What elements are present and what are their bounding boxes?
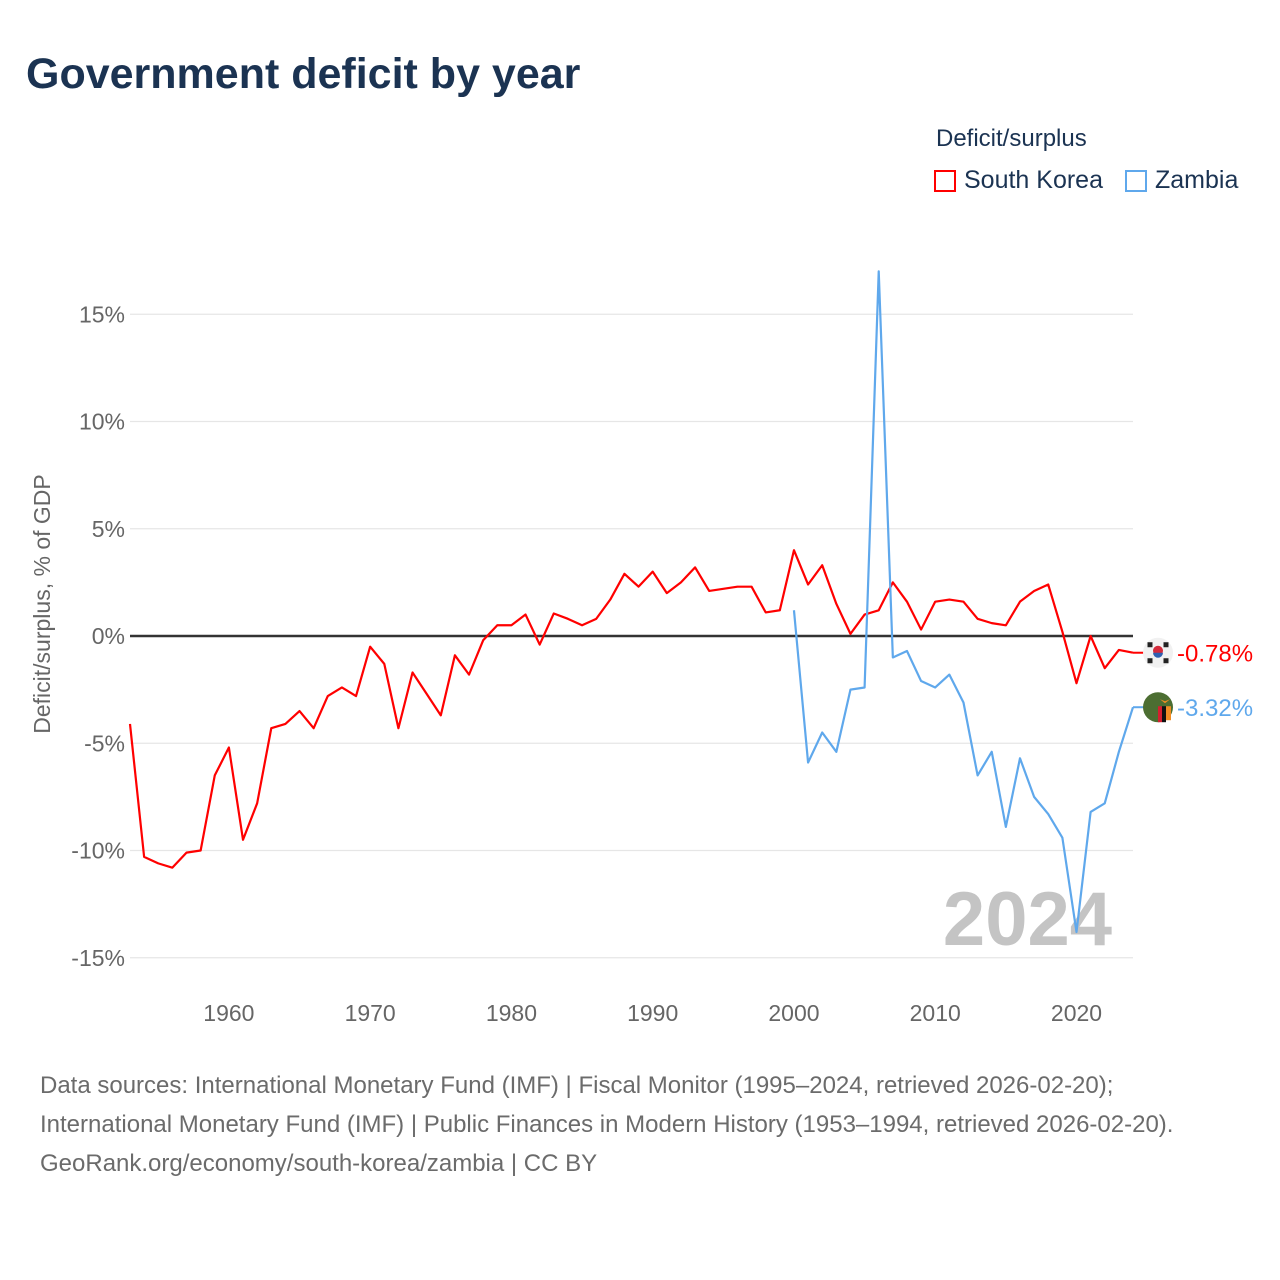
flag-stripe-orange (1166, 706, 1171, 721)
legend-label: Zambia (1155, 166, 1239, 194)
footer: Data sources: International Monetary Fun… (40, 1066, 1240, 1183)
flag-eagle (1160, 699, 1170, 704)
flag-trigram (1147, 658, 1153, 664)
flag-icon-zambia (1143, 692, 1173, 723)
x-tick-label: 1970 (345, 1000, 396, 1026)
x-tick-label: 1960 (203, 1000, 254, 1026)
flag-taegeuk-blue (1153, 652, 1163, 658)
flag-trigram (1163, 658, 1169, 664)
plot-area: -15% -10% -5% 0% 5% 10% 15% 1960 1970 1980 1990 200… (29, 270, 1253, 1026)
y-axis-label: Deficit/surplus, % of GDP (29, 474, 55, 733)
legend-swatch-south-korea (934, 169, 956, 192)
flag-trigram (1163, 642, 1169, 648)
y-tick-label: 10% (79, 409, 125, 435)
legend-title: Deficit/surplus (936, 125, 1087, 152)
y-tick-label: 15% (79, 301, 125, 327)
legend-label: South Korea (964, 166, 1103, 194)
flag-stripe-black (1162, 706, 1166, 723)
chart-title: Government deficit by year (26, 50, 581, 98)
legend-item-south-korea[interactable]: South Korea (934, 166, 1103, 195)
flag-icon-south-korea (1143, 637, 1173, 668)
y-tick-label: 5% (92, 516, 125, 542)
legend-swatch-zambia (1125, 169, 1147, 192)
x-tick-label: 2010 (910, 1000, 961, 1026)
legend-item-zambia[interactable]: Zambia (1125, 166, 1238, 195)
x-tick-label: 2000 (768, 1000, 819, 1026)
y-tick-label: -15% (71, 945, 125, 971)
year-watermark: 2024 (943, 877, 1112, 962)
x-tick-label: 1980 (486, 1000, 537, 1026)
x-tick-label: 2020 (1051, 1000, 1102, 1026)
y-tick-label: 0% (92, 623, 125, 649)
y-tick-label: -10% (71, 838, 125, 864)
series-line-south-korea (128, 549, 1134, 869)
credit-link[interactable]: GeoRank.org/economy/south-korea/zambia |… (40, 1150, 598, 1177)
x-tick-label: 1990 (627, 1000, 678, 1026)
end-value-label-south-korea: -0.78% (1177, 641, 1253, 668)
y-tick-label: -5% (84, 730, 125, 756)
series-line-zambia (792, 270, 1135, 934)
flag-trigram (1147, 642, 1153, 648)
end-value-label-zambia: -3.32% (1177, 695, 1253, 722)
flag-stripe-red (1158, 706, 1162, 723)
data-sources: Data sources: International Monetary Fun… (40, 1072, 1174, 1138)
